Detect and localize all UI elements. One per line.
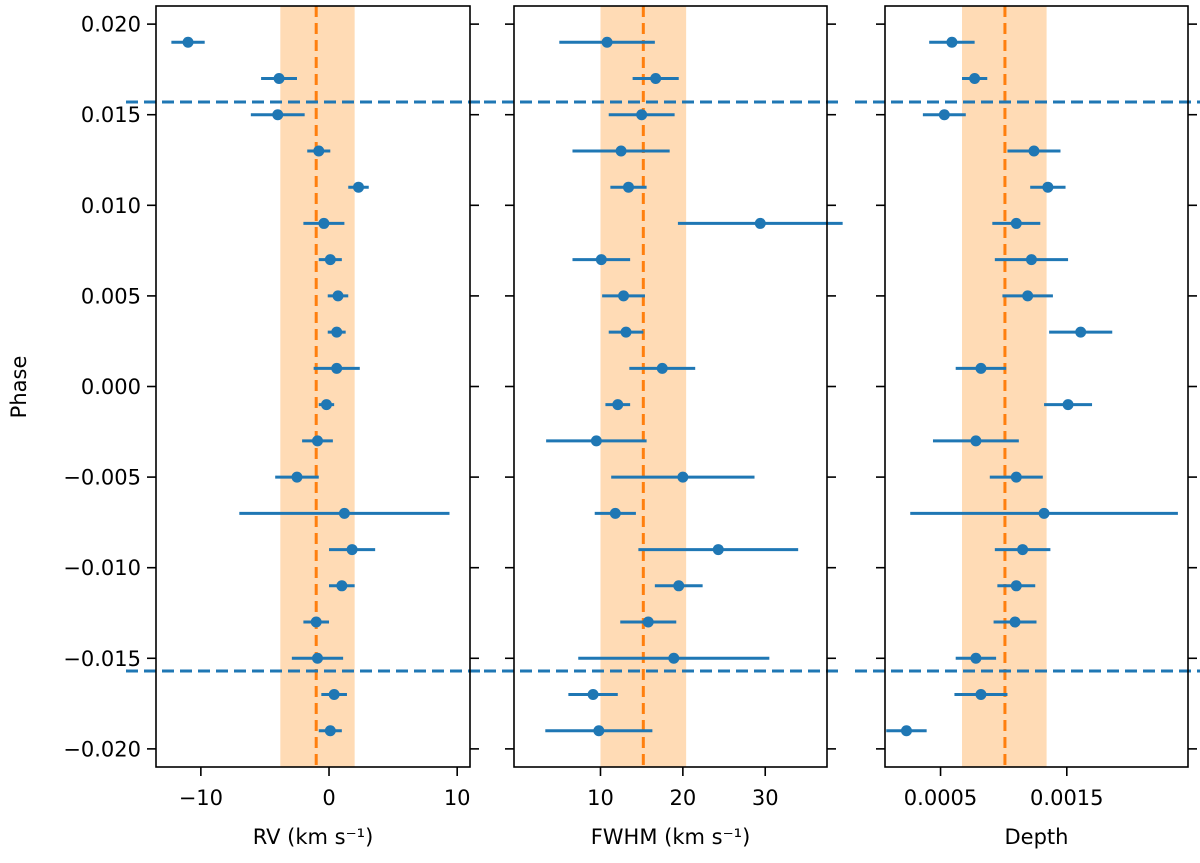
rv-point	[182, 36, 194, 48]
depth-point	[938, 109, 950, 121]
fwhm-point	[622, 181, 634, 193]
panel-rv: 0.020 0.015 0.010 0.005 0.000 −0.005 −0.010 −0.…	[63, 5, 482, 849]
rv-x-tick-label: −10	[179, 786, 223, 810]
y-tick-label: 0.005	[81, 284, 141, 308]
depth-point	[1022, 290, 1034, 302]
fwhm-point	[590, 435, 602, 447]
rv-x-tick-label: 10	[444, 786, 471, 810]
rv-point	[331, 326, 343, 338]
fwhm-point	[677, 471, 689, 483]
depth-point	[1009, 616, 1021, 628]
fwhm-point	[642, 616, 654, 628]
fwhm-x-axis-label: FWHM (km s⁻¹)	[591, 825, 751, 849]
rv-point	[318, 217, 330, 229]
y-axis-label: Phase	[7, 356, 31, 419]
depth-point	[1010, 471, 1022, 483]
fwhm-point	[650, 72, 662, 84]
fwhm-point	[615, 145, 627, 157]
depth-point	[946, 36, 958, 48]
rv-point	[324, 725, 336, 737]
rv-point	[336, 580, 348, 592]
fwhm-point	[609, 507, 621, 519]
fwhm-point	[656, 362, 668, 374]
rv-point	[310, 616, 322, 628]
depth-point	[975, 362, 987, 374]
depth-x-tick-label: 0.0005	[904, 786, 977, 810]
rv-point	[272, 109, 284, 121]
y-tick-label: 0.020	[81, 13, 141, 37]
fwhm-point	[612, 399, 624, 411]
depth-point	[969, 72, 981, 84]
y-tick-label: 0.010	[81, 194, 141, 218]
depth-point	[900, 725, 912, 737]
fwhm-point	[587, 689, 599, 701]
fwhm-point	[595, 254, 607, 266]
depth-point	[1038, 507, 1050, 519]
rv-point	[331, 362, 343, 374]
fwhm-x-tick-label: 10	[587, 786, 614, 810]
y-tick-label: 0.015	[81, 103, 141, 127]
depth-point	[970, 652, 982, 664]
y-tick-label: −0.005	[63, 466, 141, 490]
fwhm-point	[754, 217, 766, 229]
rv-x-tick-label: 0	[322, 786, 335, 810]
rv-point	[291, 471, 303, 483]
rv-point	[346, 544, 358, 556]
fwhm-point	[601, 36, 613, 48]
y-tick-label: −0.010	[63, 556, 141, 580]
depth-x-axis-label: Depth	[1005, 825, 1069, 849]
fwhm-point	[712, 544, 724, 556]
rv-point	[324, 254, 336, 266]
y-tick-label: −0.020	[63, 737, 141, 761]
panel-depth: 0.0005 0.0015 Depth	[855, 5, 1200, 849]
depth-point	[1075, 326, 1087, 338]
fwhm-point	[593, 725, 605, 737]
rv-point	[332, 290, 344, 302]
rv-point	[313, 145, 325, 157]
rv-point	[320, 399, 332, 411]
depth-point	[1028, 145, 1040, 157]
depth-point	[975, 689, 987, 701]
depth-point	[1010, 580, 1022, 592]
fwhm-point	[618, 290, 630, 302]
depth-point	[1042, 181, 1054, 193]
fwhm-point	[673, 580, 685, 592]
fwhm-x-tick-label: 30	[752, 786, 779, 810]
panels: 0.020 0.015 0.010 0.005 0.000 −0.005 −0.010 −0.…	[63, 5, 1200, 849]
depth-point	[1010, 217, 1022, 229]
depth-point	[1025, 254, 1037, 266]
depth-point	[1062, 399, 1074, 411]
depth-x-tick-label: 0.0015	[1030, 786, 1103, 810]
rv-point	[328, 689, 340, 701]
y-tick-label: −0.015	[63, 647, 141, 671]
rv-point	[273, 72, 285, 84]
fwhm-point	[620, 326, 632, 338]
fwhm-point	[668, 652, 680, 664]
rv-x-axis-label: RV (km s⁻¹)	[253, 825, 374, 849]
rv-point	[311, 652, 323, 664]
fwhm-point	[636, 109, 648, 121]
rv-point	[352, 181, 364, 193]
y-tick-label: 0.000	[81, 375, 141, 399]
rv-point	[338, 507, 350, 519]
fwhm-x-tick-label: 20	[669, 786, 696, 810]
rv-point	[311, 435, 323, 447]
depth-point	[970, 435, 982, 447]
depth-point	[1017, 544, 1029, 556]
